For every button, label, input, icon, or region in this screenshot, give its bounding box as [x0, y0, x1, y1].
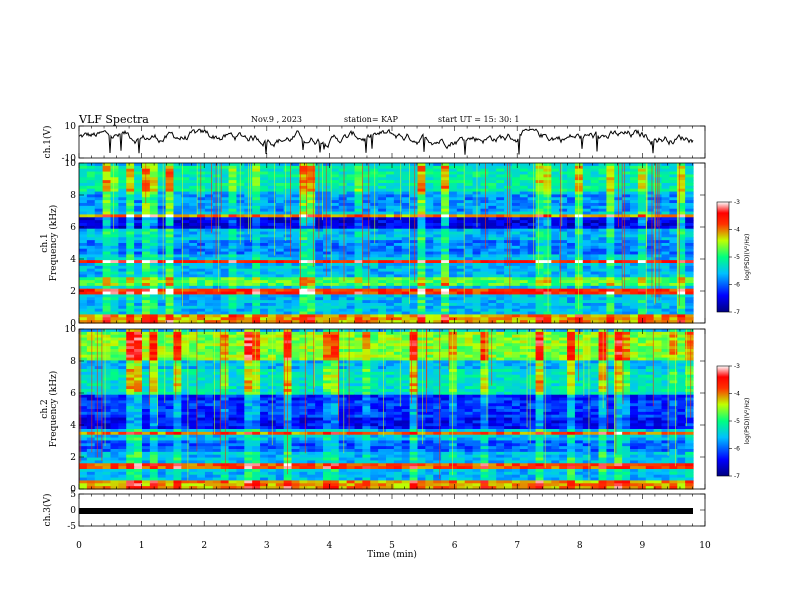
y-tick-label: 6 [70, 389, 76, 399]
x-axis-label: Time (min) [367, 549, 417, 560]
y-tick-label: 8 [70, 357, 76, 367]
colorbar-tick-label: -6 [734, 446, 740, 453]
panel-ch3: 5 0 -5 [67, 490, 706, 532]
colorbar-ch2-label: log(PSD)(V²/Hz) [744, 398, 751, 445]
x-tick-label: 1 [139, 541, 145, 551]
y-tick-label: 8 [70, 191, 76, 201]
colorbar-ch2: -3 -4 -5 -6 -7 log(PSD)(V²/Hz) [716, 363, 751, 480]
x-tick-label: 0 [76, 541, 82, 551]
y-tick-label: 2 [70, 453, 76, 463]
y-tick-label: 10 [65, 325, 77, 335]
panel-ch1-waveform: 10 -10 [62, 122, 706, 164]
date-label: Nov.9 , 2023 [251, 115, 303, 124]
colorbar-tick-label: -4 [734, 227, 740, 234]
y-tick-label: 2 [70, 287, 76, 297]
panel-ch2-spectrogram: 0 2 4 6 8 10 [65, 325, 706, 495]
x-tick-label: 10 [699, 541, 711, 551]
y-tick-label: 0 [70, 506, 76, 516]
x-tick-label: 8 [577, 541, 583, 551]
panel-ch1-spectrogram: 0 2 4 6 8 10 [65, 159, 706, 329]
x-tick-label: 2 [201, 541, 207, 551]
ch2-spectrogram-image [79, 329, 694, 490]
y-tick-label: 4 [70, 255, 76, 265]
x-tick-label: 7 [514, 541, 520, 551]
colorbar-tick-label: -7 [734, 309, 740, 316]
y-tick-label: -10 [62, 154, 77, 164]
y-tick-label: 4 [70, 421, 76, 431]
ch3-trace [79, 508, 693, 514]
y-tick-label: 0 [70, 485, 76, 495]
ch2-spectro-ylabel-line2: Frequency (kHz) [48, 371, 59, 448]
colorbar-ch1: -3 -4 -5 -6 -7 log(PSD)(V²/Hz) [716, 199, 751, 316]
ch1-spectrogram-image [79, 163, 694, 324]
colorbar-tick-label: -5 [734, 254, 740, 261]
chart-title: VLF Spectra [79, 113, 149, 126]
colorbar-tick-label: -3 [734, 363, 740, 370]
x-tick-label: 9 [640, 541, 646, 551]
x-tick-label: 3 [264, 541, 270, 551]
colorbar-tick-label: -7 [734, 473, 740, 480]
y-tick-label: 10 [65, 122, 77, 132]
ch3-volts-ylabel: ch.3(V) [42, 494, 53, 527]
y-tick-label: 5 [70, 490, 76, 500]
ch1-waveform-line [78, 128, 694, 155]
y-tick-label: 0 [70, 319, 76, 329]
y-tick-label: -5 [67, 522, 76, 532]
ch1-spectro-ylabel-line2: Frequency (kHz) [48, 205, 59, 282]
y-tick-label: 10 [65, 159, 77, 169]
colorbar-ch1-label: log(PSD)(V²/Hz) [744, 234, 751, 281]
start-time-label: start UT = 15: 30: 1 [438, 115, 520, 124]
ch2-spectro-ylabel-line1: ch.2 [40, 399, 50, 418]
colorbar-tick-label: -3 [734, 199, 740, 206]
y-tick-label: 6 [70, 223, 76, 233]
colorbar-tick-label: -4 [734, 391, 740, 398]
station-label: station= KAP [344, 115, 398, 124]
x-tick-label: 6 [452, 541, 458, 551]
x-tick-label: 5 [389, 541, 395, 551]
ch1-spectro-ylabel-line1: ch.1 [40, 233, 50, 252]
ch1-volts-ylabel: ch.1(V) [42, 126, 53, 159]
colorbar-tick-label: -6 [734, 282, 740, 289]
x-tick-label: 4 [327, 541, 333, 551]
colorbar-tick-label: -5 [734, 418, 740, 425]
